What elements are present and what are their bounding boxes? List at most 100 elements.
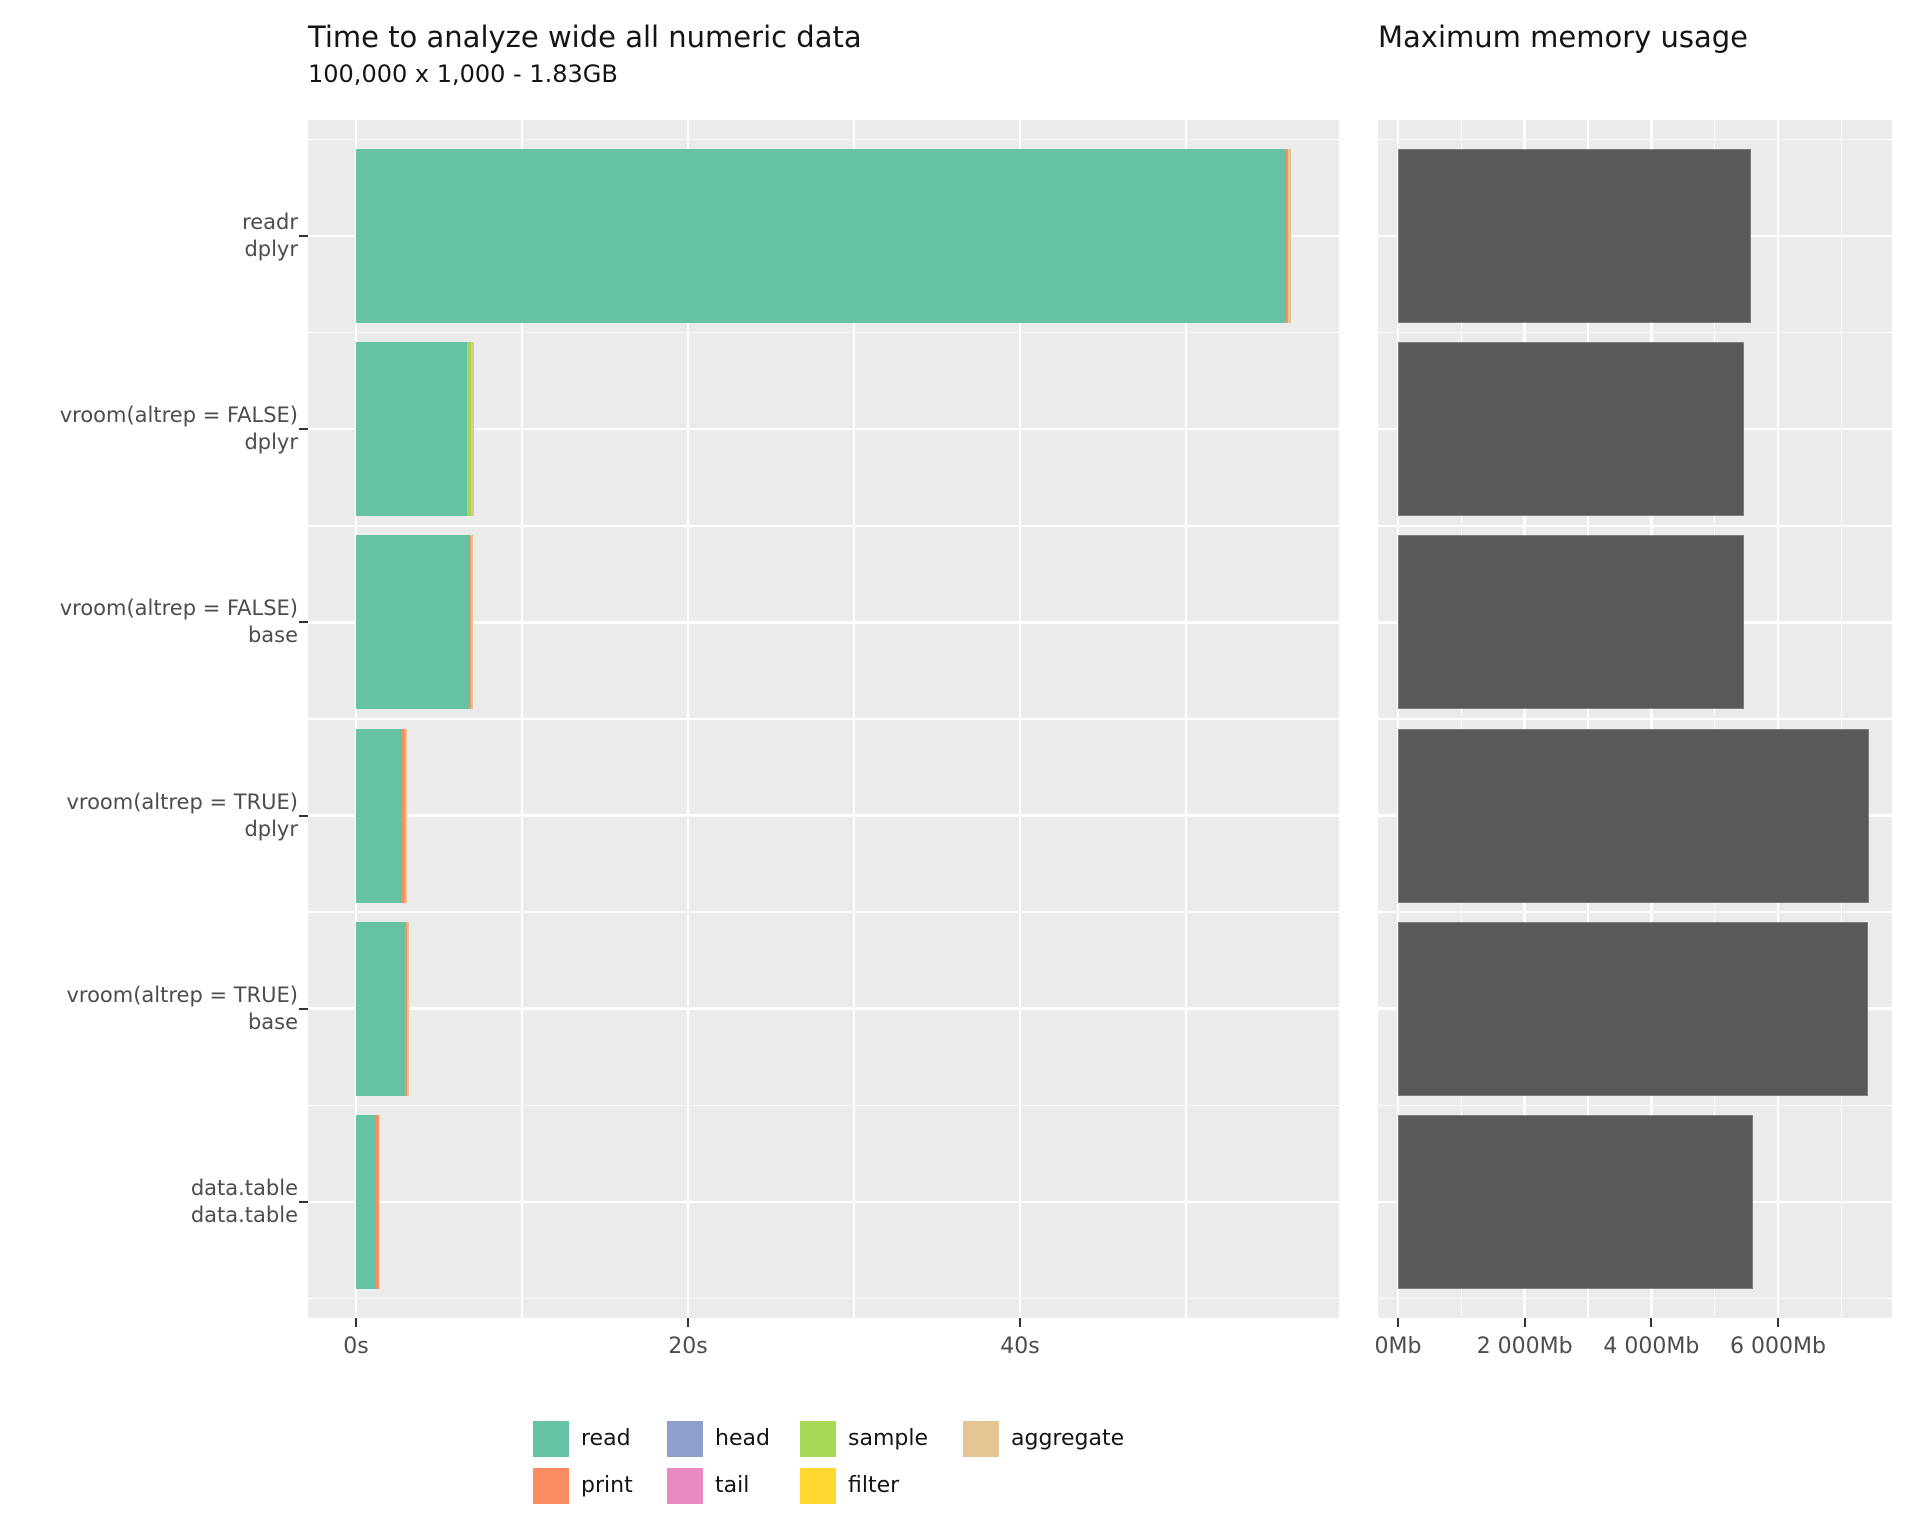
y-axis-tick bbox=[299, 428, 308, 431]
gridline-major-horizontal bbox=[308, 814, 1339, 817]
legend-key-print bbox=[533, 1468, 569, 1504]
bar-segment-aggregate bbox=[471, 535, 474, 710]
gridline-minor-horizontal bbox=[308, 138, 1339, 141]
y-axis-label: vroom(altrep = FALSE) dplyr bbox=[30, 402, 298, 456]
gridline-minor-horizontal bbox=[308, 1297, 1339, 1300]
bar-segment-read bbox=[356, 535, 470, 710]
legend-key-read bbox=[533, 1421, 569, 1457]
time-plot-panel bbox=[308, 120, 1339, 1318]
y-axis-tick bbox=[299, 1007, 308, 1010]
gridline-major-horizontal bbox=[308, 621, 1339, 624]
bar-segment-print bbox=[1285, 148, 1288, 323]
y-axis-label-line: base bbox=[247, 623, 298, 648]
bar-segment-sample bbox=[467, 342, 471, 517]
legend-key-tail bbox=[667, 1468, 703, 1504]
gridline-minor-horizontal bbox=[1378, 524, 1892, 527]
bar-segment-print bbox=[402, 728, 405, 903]
x-axis-tick-label: 20s bbox=[668, 1334, 708, 1359]
x-axis-tick-label: 0Mb bbox=[1374, 1334, 1422, 1359]
legend-key-sample bbox=[800, 1421, 836, 1457]
x-axis-tick-label: 40s bbox=[1000, 1334, 1040, 1359]
bar-segment-print bbox=[404, 921, 408, 1096]
gridline-minor-horizontal bbox=[308, 1104, 1339, 1107]
y-axis-label-line: vroom(altrep = FALSE) bbox=[59, 403, 298, 428]
y-axis-label-line: readr bbox=[242, 209, 298, 234]
x-axis-tick bbox=[687, 1318, 689, 1327]
gridline-minor-horizontal bbox=[1378, 718, 1892, 720]
x-axis-tick-label: 6 000Mb bbox=[1730, 1334, 1826, 1359]
y-axis-label-line: dplyr bbox=[244, 430, 298, 455]
y-axis-tick bbox=[299, 814, 308, 817]
x-axis-tick bbox=[355, 1318, 357, 1327]
x-axis-tick bbox=[1523, 1318, 1526, 1327]
y-axis-label-line: data.table bbox=[190, 1175, 298, 1200]
legend-key-filter bbox=[800, 1468, 836, 1504]
bar-segment-print bbox=[469, 535, 472, 710]
x-axis-tick-label: 0s bbox=[343, 1334, 369, 1359]
bar-memory bbox=[1398, 342, 1745, 517]
x-axis-tick bbox=[1650, 1318, 1653, 1327]
bar-memory bbox=[1398, 1114, 1754, 1289]
left-chart-title: Time to analyze wide all numeric data bbox=[308, 20, 862, 54]
legend-label-read: read bbox=[581, 1426, 631, 1451]
x-axis-tick-label: 4 000Mb bbox=[1603, 1334, 1700, 1359]
x-axis-tick bbox=[1397, 1318, 1399, 1327]
bar-segment-read bbox=[356, 921, 405, 1096]
gridline-minor-horizontal bbox=[308, 911, 1339, 913]
gridline-minor-horizontal bbox=[1378, 1104, 1892, 1107]
bar-segment-read bbox=[356, 1114, 376, 1289]
gridline-minor-horizontal bbox=[1378, 911, 1892, 913]
gridline-minor-horizontal bbox=[1378, 331, 1892, 334]
y-axis-label: vroom(altrep = FALSE) base bbox=[30, 595, 298, 649]
y-axis-tick bbox=[299, 234, 308, 237]
gridline-minor-horizontal bbox=[1378, 138, 1892, 141]
y-axis-label-line: dplyr bbox=[244, 816, 298, 841]
gridline-minor-horizontal bbox=[1378, 1297, 1892, 1300]
bar-segment-read bbox=[356, 728, 403, 903]
bar-segment-aggregate bbox=[407, 921, 410, 1096]
legend-label-head: head bbox=[715, 1426, 770, 1451]
bar-segment-read bbox=[356, 148, 1286, 323]
y-axis-label-line: data.table bbox=[190, 1202, 298, 1227]
left-chart-subtitle: 100,000 x 1,000 - 1.83GB bbox=[308, 60, 618, 88]
legend-key-head bbox=[667, 1421, 703, 1457]
legend-label-filter: filter bbox=[848, 1473, 900, 1498]
y-axis-label: vroom(altrep = TRUE) dplyr bbox=[30, 789, 298, 843]
bar-segment-aggregate bbox=[1287, 148, 1291, 323]
gridline-major-horizontal bbox=[308, 427, 1339, 431]
gridline-major-horizontal bbox=[308, 1007, 1339, 1010]
bar-memory bbox=[1398, 535, 1744, 710]
bar-segment-print bbox=[375, 1114, 380, 1289]
legend-label-aggregate: aggregate bbox=[1011, 1426, 1125, 1451]
y-axis-label-line: dplyr bbox=[244, 236, 298, 261]
x-axis-tick-label: 2 000Mb bbox=[1476, 1334, 1573, 1359]
legend-key-aggregate bbox=[963, 1421, 999, 1457]
y-axis-label: readr dplyr bbox=[30, 209, 298, 263]
bar-segment-aggregate bbox=[404, 728, 408, 903]
bar-segment-aggregate bbox=[470, 342, 474, 517]
gridline-minor-horizontal bbox=[308, 718, 1339, 720]
bar-memory bbox=[1398, 728, 1869, 903]
x-axis-tick bbox=[1019, 1318, 1021, 1327]
legend-label-print: print bbox=[581, 1473, 633, 1498]
y-axis-tick bbox=[299, 621, 308, 624]
y-axis-label-line: vroom(altrep = FALSE) bbox=[59, 596, 298, 621]
x-axis-tick bbox=[1776, 1318, 1779, 1327]
y-axis-tick bbox=[299, 1200, 308, 1203]
right-chart-title: Maximum memory usage bbox=[1378, 20, 1749, 54]
y-axis-label-line: vroom(altrep = TRUE) bbox=[66, 789, 298, 814]
gridline-major-horizontal bbox=[308, 1200, 1339, 1204]
y-axis-label-line: base bbox=[247, 1009, 298, 1034]
memory-plot-panel bbox=[1378, 120, 1892, 1318]
y-axis-label: data.table data.table bbox=[30, 1175, 298, 1229]
y-axis-label: vroom(altrep = TRUE) base bbox=[30, 982, 298, 1036]
gridline-minor-horizontal bbox=[308, 331, 1339, 334]
y-axis-label-line: vroom(altrep = TRUE) bbox=[66, 982, 298, 1007]
bar-segment-read bbox=[356, 342, 468, 517]
bar-memory bbox=[1398, 148, 1752, 323]
gridline-minor-horizontal bbox=[308, 524, 1339, 527]
bar-memory bbox=[1398, 921, 1868, 1096]
legend-label-tail: tail bbox=[715, 1473, 750, 1498]
legend-label-sample: sample bbox=[848, 1426, 928, 1451]
